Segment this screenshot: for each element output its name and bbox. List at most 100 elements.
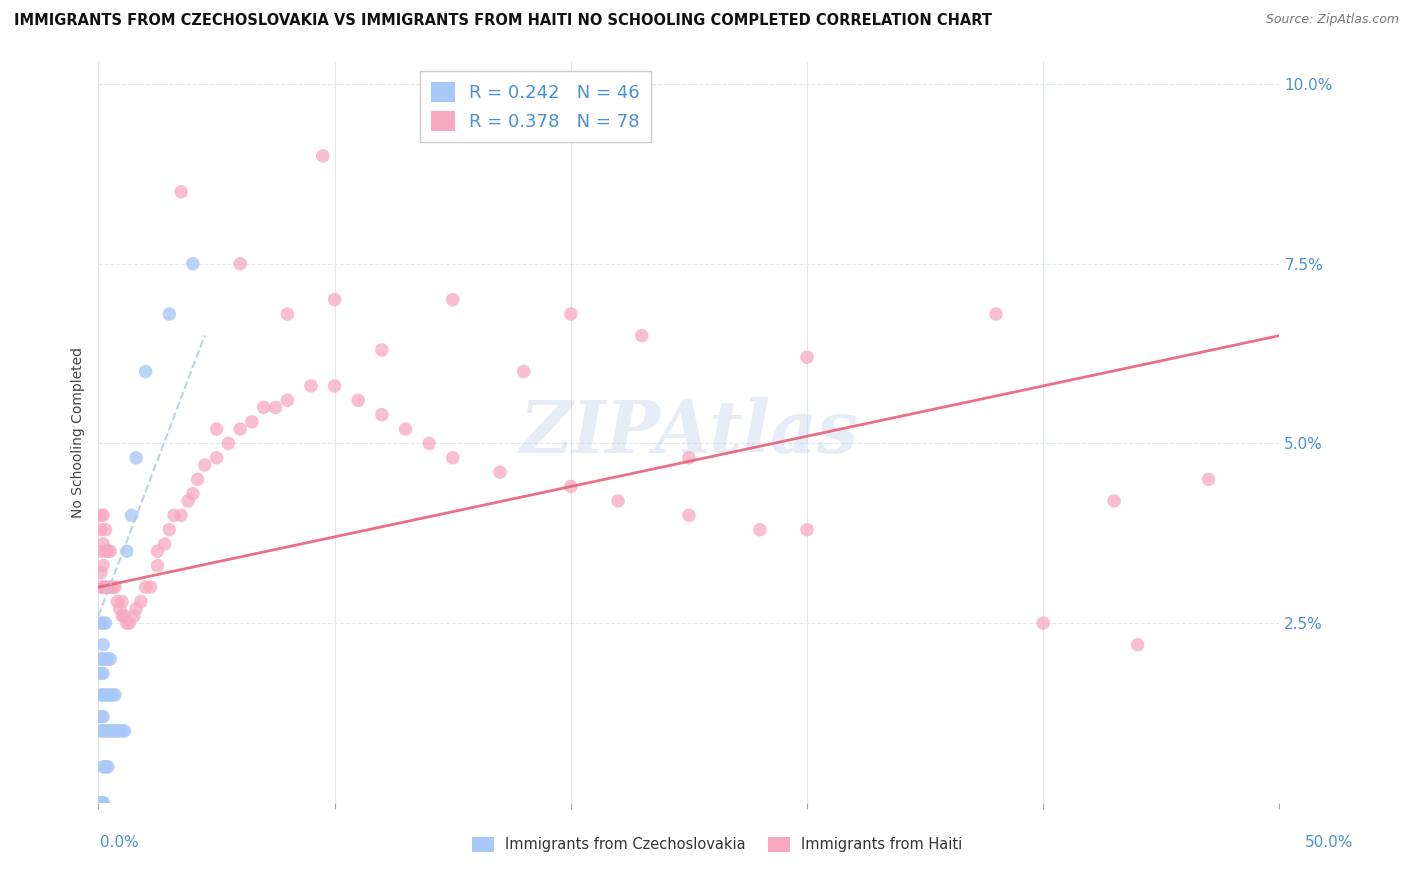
Point — [163, 508, 186, 523]
Point — [441, 293, 464, 307]
Point — [984, 307, 1007, 321]
Point — [560, 307, 582, 321]
Point — [104, 580, 127, 594]
Point — [91, 666, 114, 681]
Point — [94, 580, 117, 594]
Point — [112, 723, 135, 738]
Point — [91, 760, 114, 774]
Text: 0.0%: 0.0% — [100, 836, 139, 850]
Point — [205, 422, 228, 436]
Point — [98, 723, 121, 738]
Point — [108, 601, 131, 615]
Point — [118, 616, 141, 631]
Point — [121, 508, 143, 523]
Point — [90, 723, 112, 738]
Point — [101, 723, 124, 738]
Point — [97, 652, 120, 666]
Point — [90, 508, 112, 523]
Point — [796, 350, 818, 364]
Point — [115, 544, 138, 558]
Point — [146, 544, 169, 558]
Point — [323, 293, 346, 307]
Point — [125, 450, 148, 465]
Point — [347, 393, 370, 408]
Point — [98, 544, 121, 558]
Point — [229, 422, 252, 436]
Point — [112, 608, 135, 623]
Point — [94, 544, 117, 558]
Point — [111, 594, 134, 608]
Legend: Immigrants from Czechoslovakia, Immigrants from Haiti: Immigrants from Czechoslovakia, Immigran… — [465, 830, 969, 858]
Point — [135, 580, 157, 594]
Point — [129, 594, 152, 608]
Point — [91, 652, 114, 666]
Point — [90, 796, 112, 810]
Point — [139, 580, 162, 594]
Point — [1198, 472, 1220, 486]
Point — [157, 523, 180, 537]
Point — [91, 796, 114, 810]
Point — [678, 508, 700, 523]
Point — [94, 688, 117, 702]
Point — [371, 408, 394, 422]
Point — [323, 379, 346, 393]
Point — [108, 723, 131, 738]
Text: 50.0%: 50.0% — [1305, 836, 1353, 850]
Point — [94, 723, 117, 738]
Point — [748, 523, 770, 537]
Point — [91, 537, 114, 551]
Point — [264, 401, 287, 415]
Point — [90, 580, 112, 594]
Point — [97, 544, 120, 558]
Point — [98, 688, 121, 702]
Point — [170, 185, 193, 199]
Legend: R = 0.242   N = 46, R = 0.378   N = 78: R = 0.242 N = 46, R = 0.378 N = 78 — [420, 71, 651, 142]
Point — [94, 760, 117, 774]
Point — [90, 566, 112, 580]
Point — [125, 601, 148, 615]
Point — [101, 688, 124, 702]
Point — [90, 666, 112, 681]
Point — [194, 458, 217, 472]
Point — [1126, 638, 1149, 652]
Point — [276, 393, 298, 408]
Point — [115, 616, 138, 631]
Point — [111, 608, 134, 623]
Point — [276, 307, 298, 321]
Point — [91, 796, 114, 810]
Point — [90, 796, 112, 810]
Point — [90, 523, 112, 537]
Point — [91, 616, 114, 631]
Point — [91, 688, 114, 702]
Point — [90, 796, 112, 810]
Point — [104, 688, 127, 702]
Point — [98, 580, 121, 594]
Point — [181, 257, 204, 271]
Point — [177, 494, 200, 508]
Y-axis label: No Schooling Completed: No Schooling Completed — [72, 347, 86, 518]
Point — [97, 760, 120, 774]
Point — [299, 379, 322, 393]
Point — [229, 257, 252, 271]
Point — [91, 558, 114, 573]
Point — [90, 709, 112, 723]
Point — [91, 580, 114, 594]
Point — [91, 508, 114, 523]
Point — [90, 544, 112, 558]
Point — [678, 450, 700, 465]
Point — [240, 415, 263, 429]
Point — [253, 401, 276, 415]
Point — [97, 580, 120, 594]
Point — [105, 723, 128, 738]
Point — [91, 709, 114, 723]
Point — [98, 652, 121, 666]
Point — [205, 450, 228, 465]
Point — [630, 328, 652, 343]
Point — [560, 479, 582, 493]
Point — [90, 796, 112, 810]
Point — [796, 523, 818, 537]
Point — [153, 537, 176, 551]
Text: IMMIGRANTS FROM CZECHOSLOVAKIA VS IMMIGRANTS FROM HAITI NO SCHOOLING COMPLETED C: IMMIGRANTS FROM CZECHOSLOVAKIA VS IMMIGR… — [14, 13, 993, 29]
Point — [181, 486, 204, 500]
Text: Source: ZipAtlas.com: Source: ZipAtlas.com — [1265, 13, 1399, 27]
